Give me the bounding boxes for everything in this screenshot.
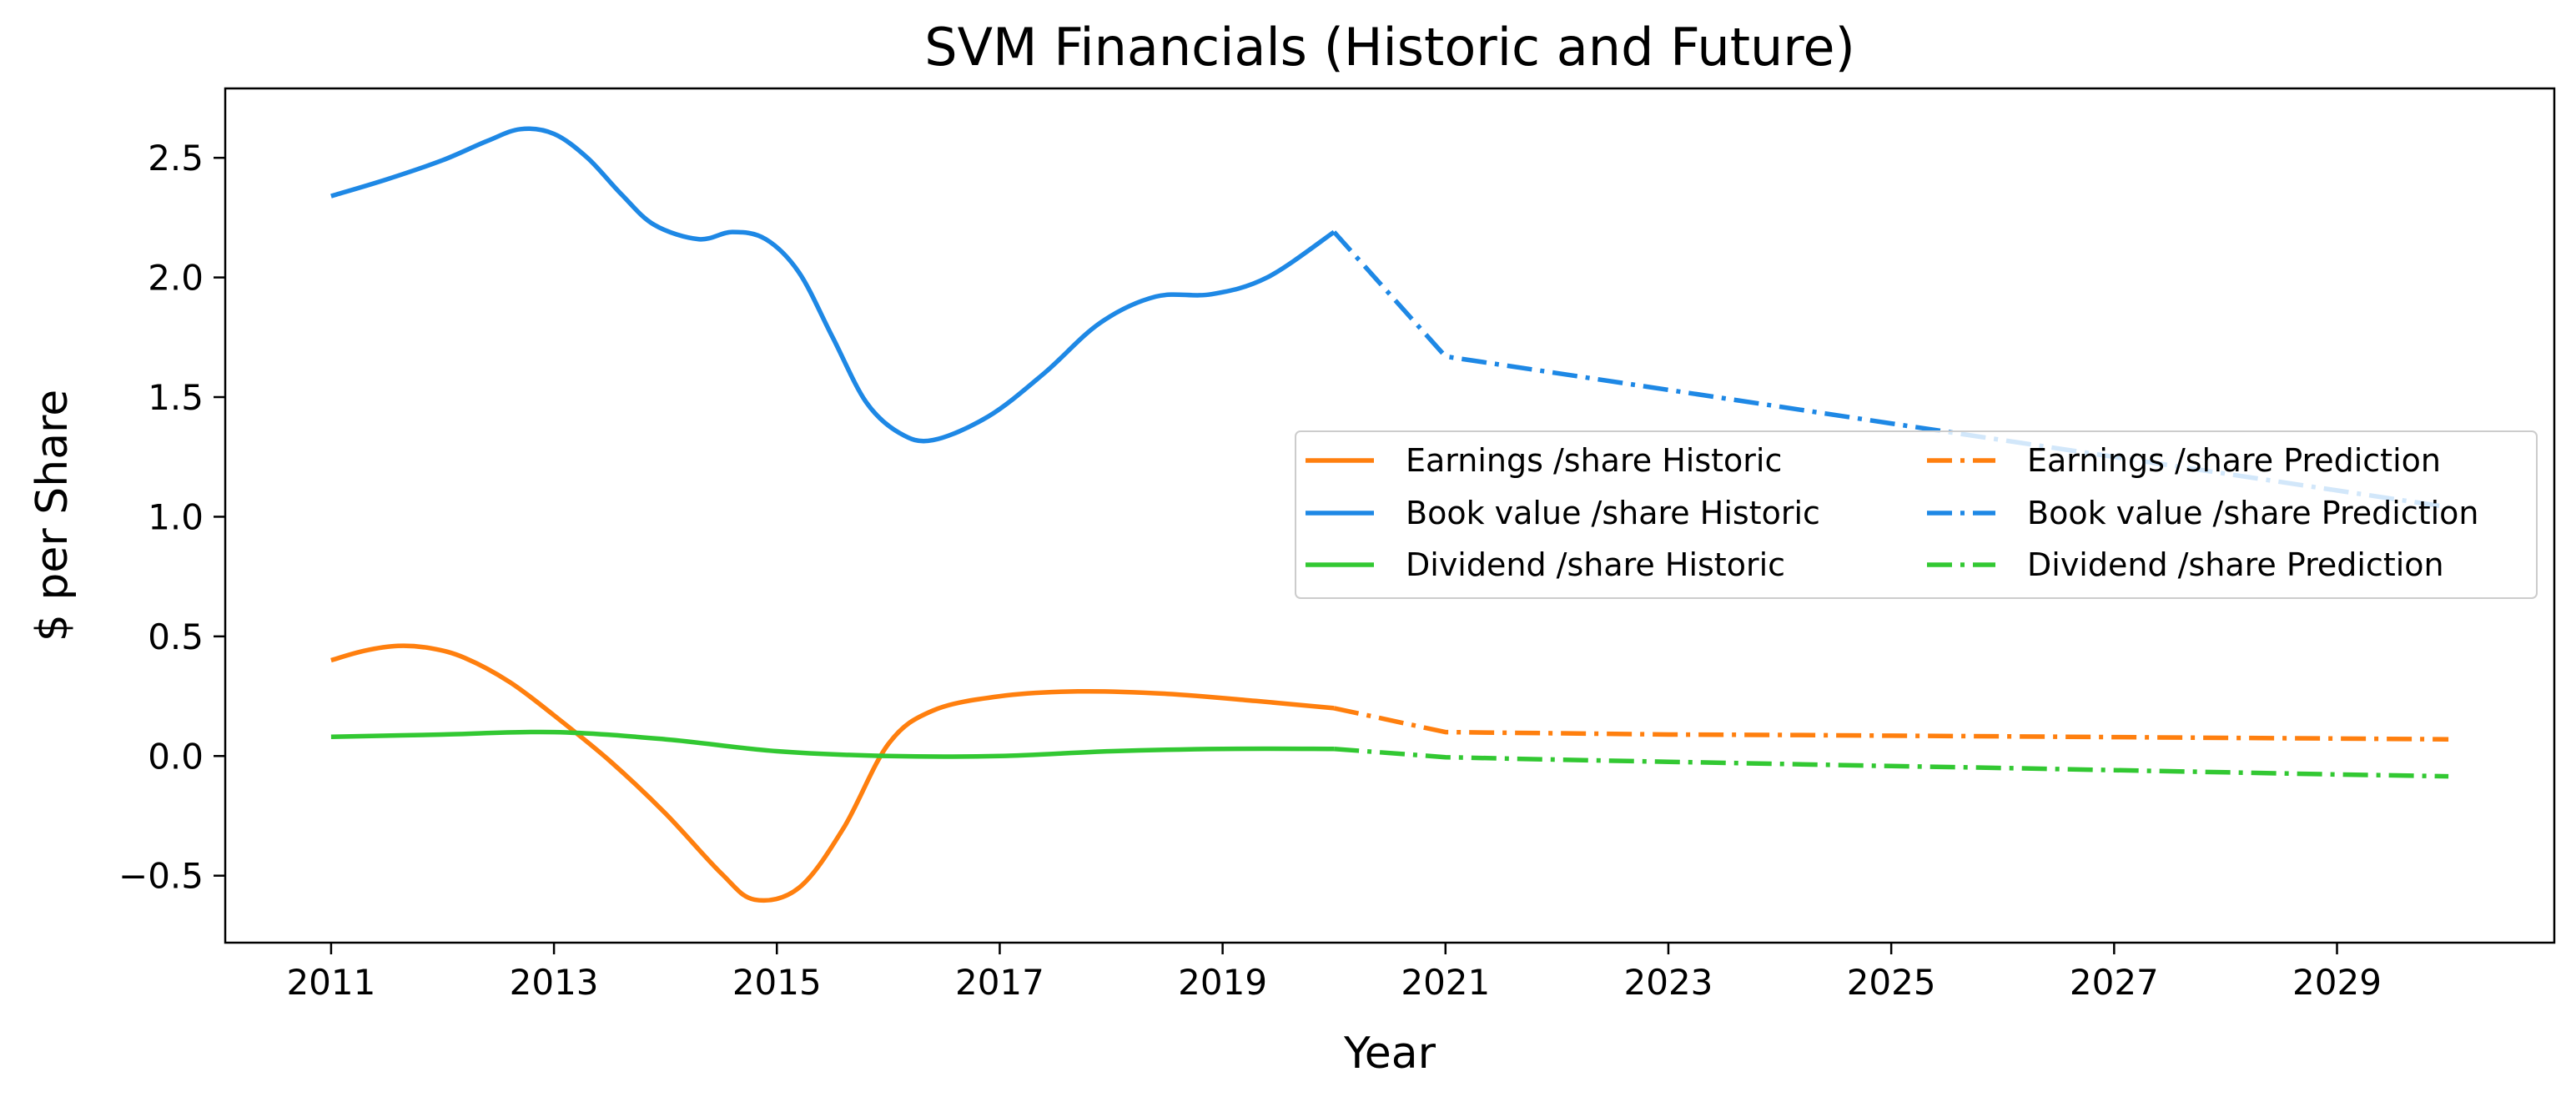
x-tick-label: 2027	[2070, 962, 2159, 1003]
legend-label: Earnings /share Historic	[1406, 442, 1782, 479]
x-axis-label: Year	[1343, 1029, 1436, 1079]
series-line	[330, 643, 1335, 903]
legend-label: Book value /share Historic	[1406, 495, 1820, 531]
series-line	[330, 729, 1335, 759]
series-layer	[330, 126, 2449, 903]
x-tick-label: 2023	[1624, 962, 1713, 1003]
y-axis: −0.5 0.0 0.5 1.0 1.5 2.0 2.5	[118, 138, 225, 897]
y-tick-label: 1.0	[148, 496, 204, 537]
legend-label: Dividend /share Historic	[1406, 546, 1785, 583]
x-tick-label: 2019	[1178, 962, 1267, 1003]
legend-label: Dividend /share Prediction	[2027, 546, 2444, 583]
y-axis-label: $ per Share	[28, 390, 78, 642]
x-tick-label: 2011	[286, 962, 375, 1003]
legend: Earnings /share Historic Book value /shar…	[1295, 430, 2538, 599]
x-tick-label: 2021	[1401, 962, 1490, 1003]
y-tick-label: 1.5	[148, 377, 204, 418]
x-tick-label: 2017	[955, 962, 1044, 1003]
series-line	[1333, 746, 2449, 779]
x-tick-label: 2029	[2292, 962, 2382, 1003]
y-tick-label: 0.0	[148, 736, 204, 777]
y-tick-label: 2.5	[148, 138, 204, 179]
series-line	[1333, 706, 2449, 742]
legend-box	[1295, 430, 2538, 599]
series-line	[1332, 230, 2449, 510]
legend-label: Earnings /share Prediction	[2027, 442, 2441, 479]
plot-frame	[224, 87, 2556, 944]
x-tick-label: 2013	[510, 962, 599, 1003]
x-tick-label: 2025	[1847, 962, 1936, 1003]
y-tick-label: −0.5	[118, 856, 204, 897]
chart-title: SVM Financials (Historic and Future)	[924, 17, 1855, 78]
y-tick-label: 0.5	[148, 616, 204, 657]
legend-label: Book value /share Prediction	[2027, 495, 2479, 531]
y-tick-label: 2.0	[148, 258, 204, 299]
series-line	[330, 126, 1336, 444]
x-axis: 2011 2013 2015 2017 2019 2021 2023 2025 2027 2029	[286, 943, 2382, 1003]
x-tick-label: 2015	[732, 962, 822, 1003]
